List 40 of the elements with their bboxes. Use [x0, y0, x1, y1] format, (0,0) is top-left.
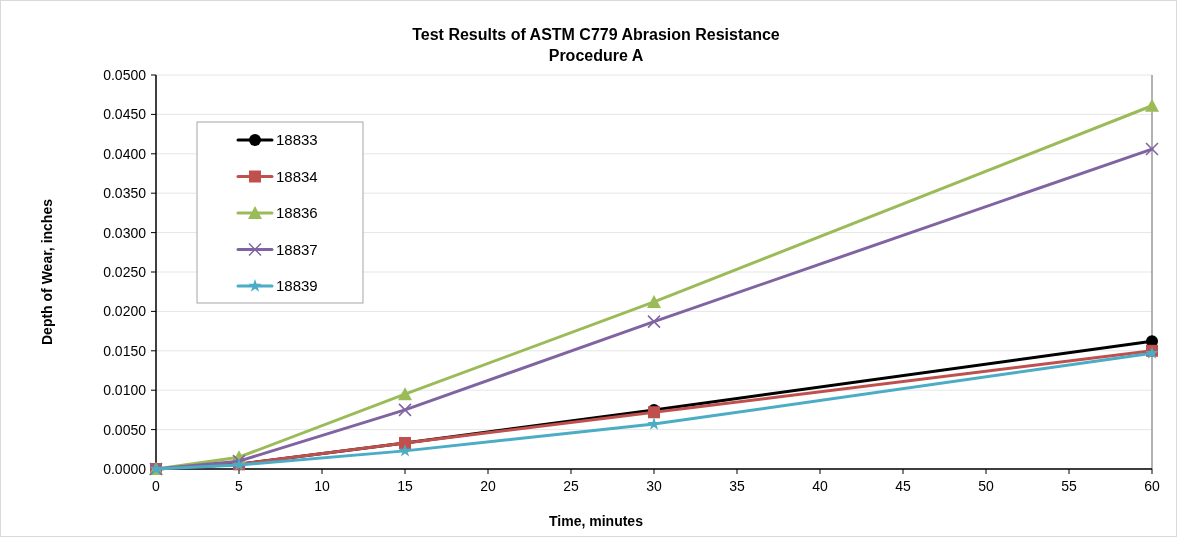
point	[1145, 142, 1159, 156]
point	[398, 443, 412, 457]
point	[647, 314, 661, 329]
point	[647, 294, 661, 308]
y-tick-label: 0.0050	[103, 421, 147, 438]
x-tick-label: 20	[480, 478, 496, 494]
x-tick-label: 60	[1144, 478, 1160, 494]
x-tick-label: 55	[1061, 478, 1077, 494]
point	[398, 387, 412, 401]
x-tick-label: 0	[152, 478, 161, 494]
x-tick-label: 50	[978, 478, 994, 494]
y-tick-label: 0.0300	[103, 224, 147, 241]
legend-label: 18834	[276, 167, 318, 185]
chart-subtitle: Procedure A	[548, 47, 644, 64]
point	[398, 403, 412, 417]
y-tick-label: 0.0100	[103, 382, 147, 399]
x-tick-label: 40	[812, 478, 828, 494]
x-tick-label: 15	[397, 478, 413, 494]
y-tick-label: 0.0500	[103, 66, 147, 83]
y-tick-label: 0.0200	[103, 303, 147, 320]
legend-label: 18839	[276, 277, 318, 295]
point	[1145, 98, 1159, 112]
y-tick-label: 0.0450	[103, 106, 147, 123]
x-axis-title: Time, minutes	[549, 513, 644, 529]
x-tick-label: 30	[646, 478, 662, 494]
y-tick-label: 0.0150	[103, 342, 147, 359]
legend-label: 18833	[276, 131, 318, 149]
y-tick-label: 0.0350	[103, 185, 147, 202]
x-tick-label: 45	[895, 478, 911, 494]
x-tick-label: 25	[563, 478, 579, 494]
y-tick-label: 0.0250	[103, 263, 147, 280]
y-tick-label: 0.0400	[103, 145, 147, 162]
chart-title: Test Results of ASTM C779 Abrasion Resistance	[412, 26, 780, 43]
x-tick-label: 5	[235, 478, 244, 494]
y-tick-label: 0.0000	[103, 460, 147, 477]
legend-label: 18836	[276, 204, 318, 222]
legend-label: 18837	[276, 240, 318, 258]
y-axis-title: Depth of Wear, inches	[39, 198, 55, 345]
x-tick-label: 35	[729, 478, 745, 494]
x-tick-label: 10	[314, 478, 330, 494]
